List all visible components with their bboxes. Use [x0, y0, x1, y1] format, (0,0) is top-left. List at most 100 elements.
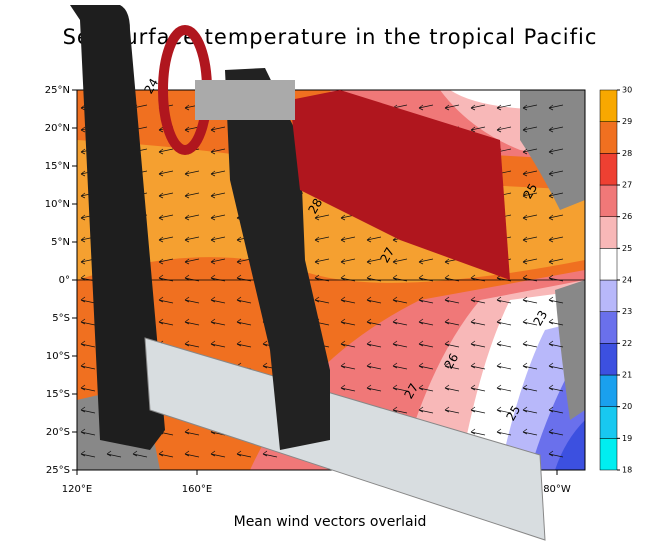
- colorbar-label: 18: [622, 466, 632, 475]
- wind-arrow: [522, 340, 538, 348]
- clamp-bar: [70, 5, 165, 450]
- wind-arrow: [418, 384, 434, 392]
- wind-arrow: [444, 104, 460, 111]
- contour-label: 26: [442, 351, 462, 371]
- wind-arrow: [548, 214, 564, 221]
- wind-arrow: [314, 236, 330, 243]
- wind-arrow: [444, 340, 460, 348]
- wind-arrow: [548, 258, 564, 265]
- wind-arrow: [522, 236, 538, 243]
- lat-tick-label: 10°N: [45, 199, 70, 210]
- wind-arrow: [470, 362, 486, 370]
- contour-label: 25: [504, 403, 524, 423]
- wind-arrow: [340, 340, 356, 348]
- wind-arrow: [522, 126, 538, 133]
- wind-arrow: [184, 258, 200, 265]
- wind-arrow: [548, 192, 564, 199]
- colorbar-swatch: [599, 184, 618, 217]
- sst-band: [555, 420, 585, 470]
- contour-label: 23: [531, 308, 551, 328]
- contour-label: 24: [142, 76, 162, 96]
- wind-arrow: [392, 258, 408, 265]
- wind-arrow: [314, 296, 330, 304]
- wind-arrow: [184, 340, 200, 348]
- contour-label: 25: [521, 181, 541, 201]
- wind-arrow: [522, 148, 538, 155]
- colorbar-label: 19: [622, 434, 632, 443]
- colorbar-swatch: [599, 279, 618, 312]
- wind-arrow: [80, 318, 96, 326]
- wind-arrow: [184, 126, 200, 133]
- wind-arrow: [496, 340, 512, 348]
- wind-arrow: [366, 236, 382, 243]
- wind-arrow: [106, 450, 122, 458]
- wind-arrow: [340, 318, 356, 326]
- colorbar-label: 30: [622, 86, 632, 95]
- wind-arrow: [158, 296, 174, 304]
- wind-arrow: [210, 214, 226, 221]
- wind-arrow: [496, 318, 512, 326]
- lat-tick-label: 5°N: [51, 237, 70, 248]
- contour-label: 27: [402, 381, 422, 401]
- colorbar-swatch: [599, 216, 618, 249]
- land: [555, 280, 585, 420]
- wind-arrow: [548, 384, 564, 392]
- wind-arrow: [548, 126, 564, 133]
- wind-arrow: [548, 148, 564, 155]
- wind-arrow: [80, 340, 96, 348]
- colorbar: 18 19 20 21 22 23 24 25 26 27 28 29 30: [599, 86, 632, 475]
- colorbar-swatch: [599, 438, 618, 471]
- wind-arrow: [522, 104, 538, 111]
- wind-arrow: [470, 428, 486, 436]
- wind-arrow: [522, 258, 538, 265]
- wind-arrow: [444, 318, 460, 326]
- wind-arrow: [418, 318, 434, 326]
- lon-tick-label: 80°W: [543, 484, 571, 495]
- wind-arrow: [210, 340, 226, 348]
- colorbar-label: 27: [622, 181, 632, 190]
- wind-arrow: [392, 340, 408, 348]
- wind-arrow: [132, 450, 148, 458]
- wind-arrow: [522, 318, 538, 326]
- wind-arrow: [314, 258, 330, 265]
- wind-arrow: [496, 428, 512, 436]
- colorbar-label: 28: [622, 149, 632, 158]
- clamp-rail: [144, 337, 546, 541]
- wind-arrow: [392, 362, 408, 370]
- contour-label: 27: [378, 245, 398, 265]
- wind-arrow: [80, 406, 96, 414]
- wind-arrow: [158, 214, 174, 221]
- wind-arrow: [548, 450, 564, 458]
- wind-arrow: [522, 170, 538, 177]
- wind-arrow: [522, 428, 538, 436]
- wind-arrow: [158, 192, 174, 199]
- wind-arrow: [158, 236, 174, 243]
- wind-arrow: [158, 170, 174, 177]
- wind-arrow: [418, 340, 434, 348]
- lat-tick-label: 25°N: [45, 85, 70, 96]
- colorbar-label: 29: [622, 117, 632, 126]
- colorbar-label: 24: [622, 276, 632, 285]
- wind-arrow: [210, 318, 226, 326]
- wind-arrow: [392, 296, 408, 304]
- colorbar-label: 26: [622, 212, 632, 221]
- wind-arrow: [210, 192, 226, 199]
- lat-tick-label: 15°N: [45, 161, 70, 172]
- wind-arrow: [158, 318, 174, 326]
- wind-arrow: [444, 406, 460, 414]
- wind-arrow: [158, 450, 174, 458]
- colorbar-swatch: [599, 153, 618, 186]
- wind-arrow: [444, 362, 460, 370]
- lat-tick-label: 10°S: [46, 351, 70, 362]
- wind-arrow: [184, 450, 200, 458]
- wind-arrow: [548, 340, 564, 348]
- wind-arrow: [470, 384, 486, 392]
- colorbar-swatch: [599, 406, 618, 439]
- wind-arrow: [496, 406, 512, 414]
- wind-arrow: [444, 296, 460, 304]
- lon-tick-label: 160°E: [182, 484, 212, 495]
- wind-arrow: [470, 296, 486, 304]
- wind-arrow: [236, 340, 252, 348]
